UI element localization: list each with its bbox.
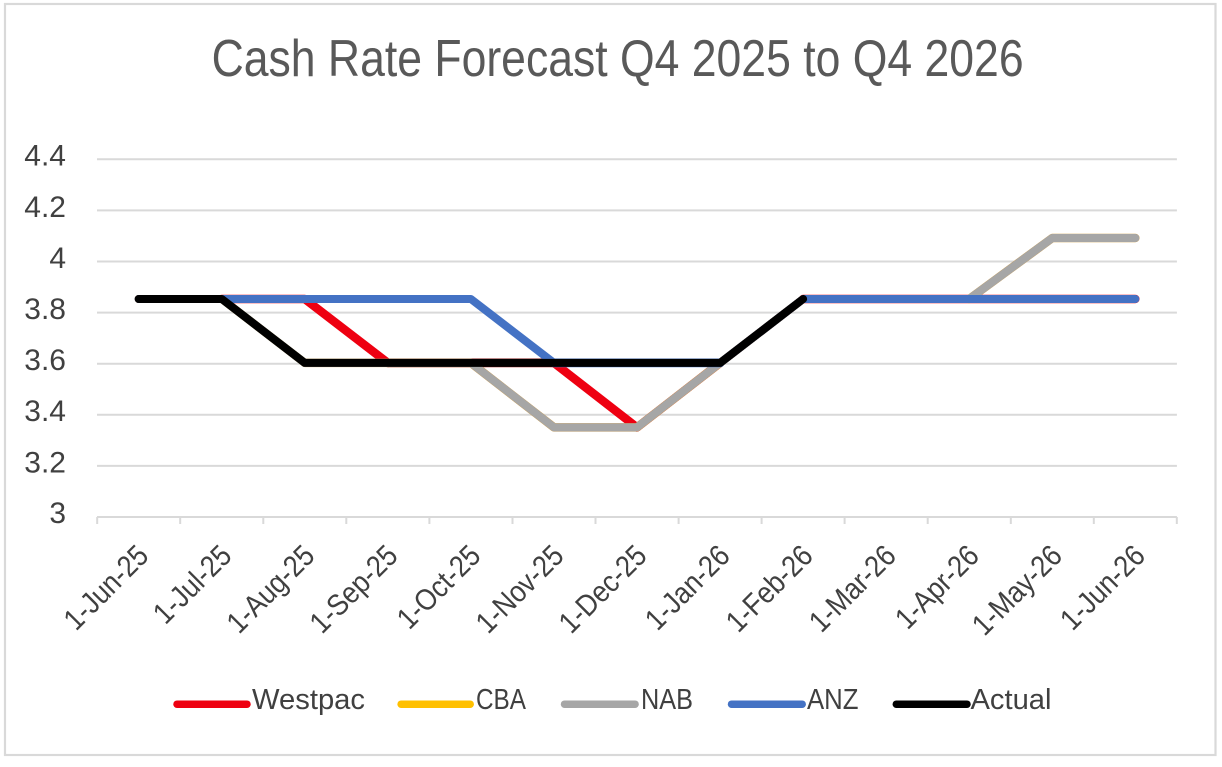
svg-text:3.2: 3.2 [24, 446, 66, 479]
svg-text:Cash Rate Forecast Q4 2025 to: Cash Rate Forecast Q4 2025 to Q4 2026 [212, 30, 1024, 88]
svg-text:Actual: Actual [971, 684, 1052, 716]
svg-text:3: 3 [49, 497, 66, 530]
svg-text:4.4: 4.4 [24, 140, 66, 173]
svg-text:3.4: 3.4 [24, 395, 66, 428]
svg-text:CBA: CBA [476, 684, 527, 716]
svg-text:NAB: NAB [641, 684, 693, 716]
svg-text:Westpac: Westpac [252, 684, 365, 716]
svg-text:4.2: 4.2 [24, 191, 66, 224]
svg-text:4: 4 [49, 242, 66, 275]
svg-text:3.6: 3.6 [24, 344, 66, 377]
svg-text:ANZ: ANZ [807, 684, 859, 716]
svg-text:3.8: 3.8 [24, 293, 66, 326]
